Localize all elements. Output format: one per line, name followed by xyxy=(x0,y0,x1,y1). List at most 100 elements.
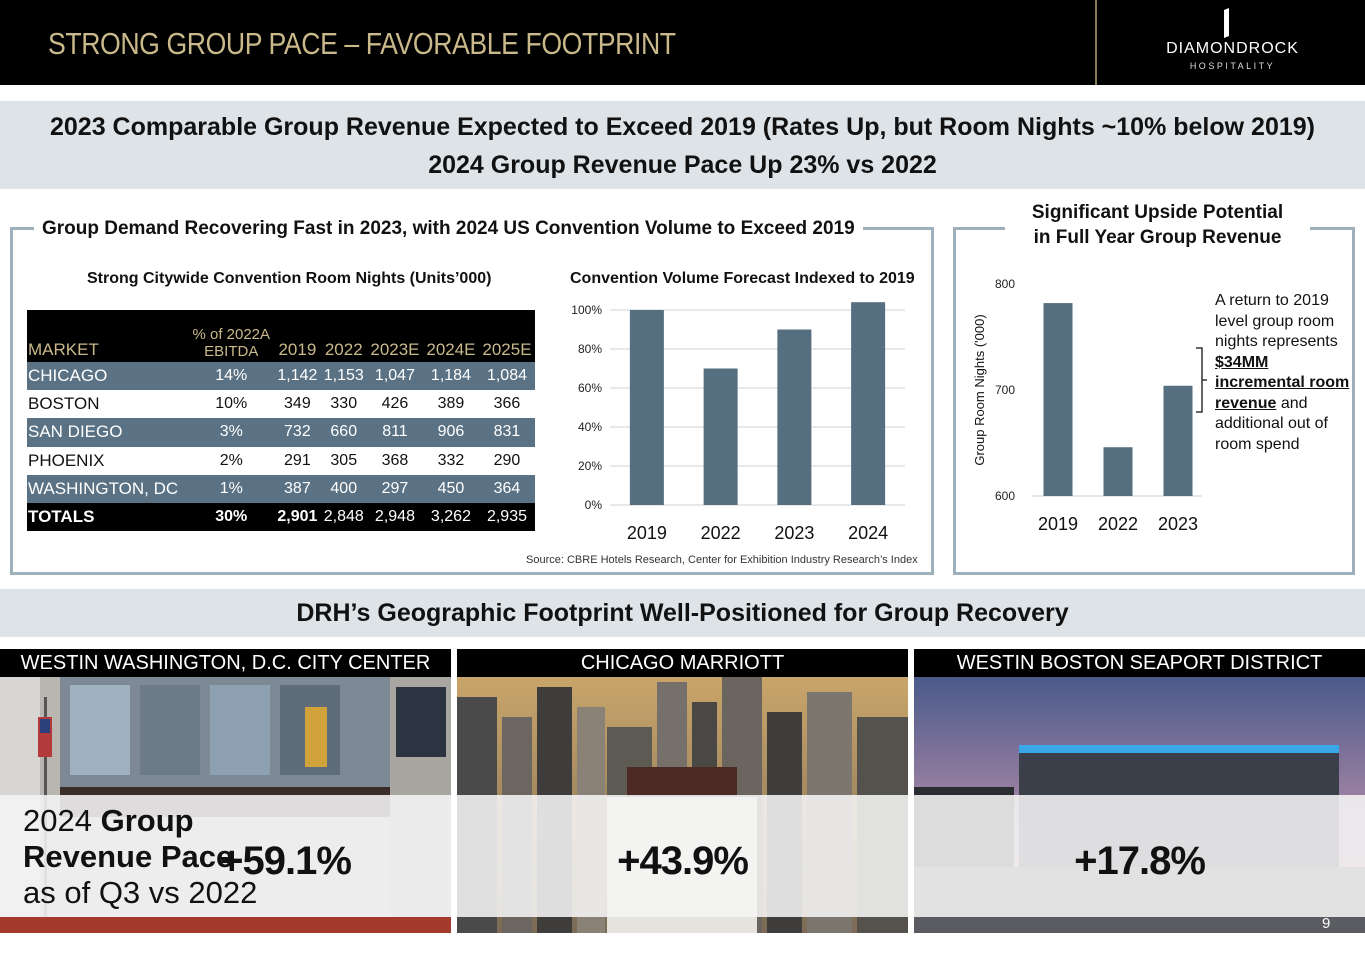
col-header-market: MARKET xyxy=(27,310,189,362)
y-tick-label: 60% xyxy=(578,381,602,395)
y-tick-label: 80% xyxy=(578,342,602,356)
y-axis-label: Group Room Nights ('000) xyxy=(972,314,987,465)
col-header-2023e: 2023E xyxy=(366,310,423,362)
group-demand-title: Group Demand Recovering Fast in 2023, wi… xyxy=(34,218,863,240)
cell-market: PHOENIX xyxy=(28,450,105,470)
cell-2024e: 389 xyxy=(437,395,465,413)
col-header-2019: 2019 xyxy=(274,310,321,362)
y-tick-label: 20% xyxy=(578,459,602,473)
table-row: CHICAGO 14% 1,142 1,153 1,047 1,184 1,08… xyxy=(27,362,535,391)
hotel-panel-boston: WESTIN BOSTON SEAPORT DISTRICT +17.8% 9 xyxy=(914,649,1365,933)
cell-market: TOTALS xyxy=(27,502,189,532)
table-row: SAN DIEGO 3% 732 660 811 906 831 xyxy=(27,418,535,447)
company-logo: DIAMONDROCK HOSPITALITY xyxy=(1100,0,1365,85)
col-header-2025e: 2025E xyxy=(478,310,535,362)
convention-volume-chart: 0% 20% 40% 60% 80% 100% 2019 2022 2023 2024 xyxy=(571,302,905,543)
hotel-name: WESTIN WASHINGTON, D.C. CITY CENTER xyxy=(0,649,451,677)
cell-pct: 30% xyxy=(188,502,275,532)
cell-market: SAN DIEGO xyxy=(27,418,189,447)
hotel-overlay xyxy=(0,795,451,917)
cell-2023e: 2,948 xyxy=(366,502,423,532)
pace-label-group: Group xyxy=(100,803,194,838)
hotel-panel-chicago: CHICAGO MARRIOTT +43.9% xyxy=(457,649,908,933)
pace-label-year: 2024 xyxy=(23,803,92,838)
bar-2022 xyxy=(703,368,738,505)
convention-table: MARKET % of 2022A EBITDA 2019 2022 2023E … xyxy=(27,310,535,532)
cell-2019: 291 xyxy=(284,451,311,469)
cell-market: BOSTON xyxy=(28,394,100,414)
cell-2022: 330 xyxy=(330,395,358,413)
slide-title: STRONG GROUP PACE – FAVORABLE FOOTPRINT xyxy=(48,26,676,61)
cell-pct: 10% xyxy=(215,395,248,413)
cell-pct: 3% xyxy=(188,418,275,447)
headline-line-2: 2024 Group Revenue Pace Up 23% vs 2022 xyxy=(428,151,937,179)
note-pre: A return to 2019 level group room nights… xyxy=(1215,292,1338,350)
bar-2023 xyxy=(1163,385,1193,496)
group-room-nights-chart: 600 700 800 Group Room Nights ('000) 2019 202… xyxy=(972,277,1202,534)
headline-line-1: 2023 Comparable Group Revenue Expected t… xyxy=(50,113,1315,141)
cell-2024e: 450 xyxy=(422,474,479,503)
cell-2022: 1,153 xyxy=(320,362,367,391)
table-header-row: MARKET % of 2022A EBITDA 2019 2022 2023E … xyxy=(27,310,535,362)
pace-label: 2024 Group Revenue Pace as of Q3 vs 2022 xyxy=(23,803,257,911)
cell-2024e: 1,184 xyxy=(422,362,479,391)
col-header-2022: 2022 xyxy=(320,310,367,362)
table-row: BOSTON 10% 349 330 426 389 366 xyxy=(27,390,535,418)
x-tick-label: 2022 xyxy=(1098,514,1138,534)
y-tick-label: 100% xyxy=(571,303,602,317)
x-tick-label: 2019 xyxy=(627,523,667,543)
col-header-pct-line2: EBITDA xyxy=(204,343,259,360)
col-header-pct: % of 2022A EBITDA xyxy=(188,310,275,362)
cell-2025e: 290 xyxy=(493,451,521,469)
cell-2019: 732 xyxy=(274,418,321,447)
cell-2022: 2,848 xyxy=(320,502,367,532)
x-tick-label: 2022 xyxy=(701,523,741,543)
pace-value: +59.1% xyxy=(220,839,352,883)
hotel-overlay xyxy=(914,795,1365,917)
cell-2023e: 426 xyxy=(381,395,409,413)
cell-2025e: 1,084 xyxy=(478,362,535,391)
bar-2024 xyxy=(851,302,886,505)
cell-2022: 660 xyxy=(320,418,367,447)
bar-2023 xyxy=(777,329,812,505)
upside-title: Significant Upside Potential in Full Yea… xyxy=(1005,200,1310,250)
pace-label-asof: as of Q3 vs 2022 xyxy=(23,875,258,910)
pace-label-revenue: Revenue Pace xyxy=(23,839,234,874)
x-tick-label: 2023 xyxy=(774,523,814,543)
hotel-panel-washington: WESTIN WASHINGTON, D.C. CITY CENTER +59.… xyxy=(0,649,451,933)
table-title: Strong Citywide Convention Room Nights (… xyxy=(87,270,492,287)
logo-mark-icon xyxy=(1224,8,1229,38)
note-emphasis: $34MM incremental room revenue xyxy=(1215,353,1350,412)
table-row: WASHINGTON, DC 1% 387 400 297 450 364 xyxy=(27,474,535,503)
footprint-banner: DRH’s Geographic Footprint Well-Position… xyxy=(0,589,1365,637)
upside-note: A return to 2019 level group room nights… xyxy=(1215,291,1355,455)
bar-2022 xyxy=(1103,447,1133,496)
cell-2023e: 368 xyxy=(381,451,409,469)
cell-2022: 305 xyxy=(330,451,358,469)
convention-chart-title: Convention Volume Forecast Indexed to 20… xyxy=(570,270,915,287)
cell-2025e: 831 xyxy=(478,418,535,447)
logo-sub-text: HOSPITALITY xyxy=(1189,61,1276,71)
bar-2019 xyxy=(1043,303,1073,496)
logo-brand-text: DIAMONDROCK xyxy=(1166,40,1299,57)
cell-2022: 400 xyxy=(320,474,367,503)
col-header-2024e: 2024E xyxy=(422,310,479,362)
headline-banner: 2023 Comparable Group Revenue Expected t… xyxy=(0,101,1365,189)
x-tick-label: 2019 xyxy=(1038,514,1078,534)
pace-value: +43.9% xyxy=(617,839,749,883)
cell-2024e: 906 xyxy=(422,418,479,447)
source-note: Source: CBRE Hotels Research, Center for… xyxy=(526,554,918,566)
y-tick-label: 40% xyxy=(578,420,602,434)
cell-2019: 1,142 xyxy=(274,362,321,391)
cell-2024e: 332 xyxy=(437,451,465,469)
cell-2024e: 3,262 xyxy=(422,502,479,532)
y-tick-label: 0% xyxy=(585,498,603,512)
table-totals-row: TOTALS 30% 2,901 2,848 2,948 3,262 2,935 xyxy=(27,502,535,532)
cell-market: WASHINGTON, DC xyxy=(27,474,189,503)
cell-2025e: 2,935 xyxy=(478,502,535,532)
cell-pct: 2% xyxy=(219,451,243,469)
bar-2019 xyxy=(629,310,664,505)
x-tick-label: 2023 xyxy=(1158,514,1198,534)
cell-2019: 387 xyxy=(274,474,321,503)
cell-2019: 349 xyxy=(284,395,311,413)
